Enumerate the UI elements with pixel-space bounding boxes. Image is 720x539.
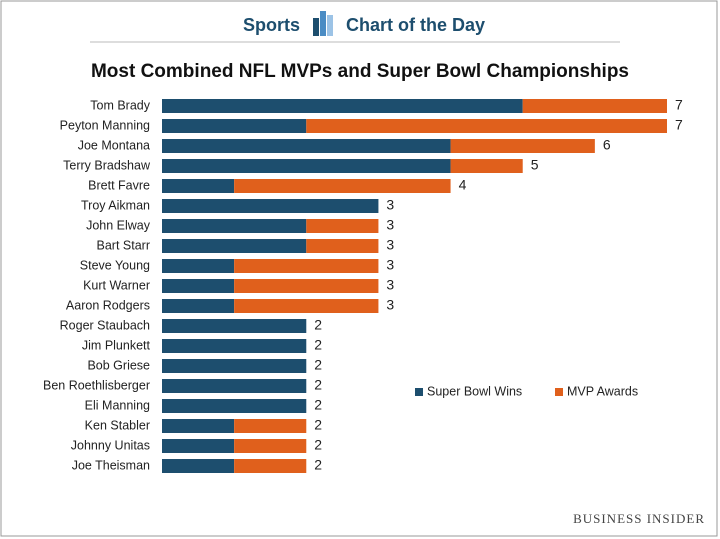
bar-segment — [162, 419, 235, 433]
y-tick-label: Terry Bradshaw — [63, 158, 151, 172]
total-label: 2 — [314, 357, 322, 373]
total-label: 3 — [386, 277, 394, 293]
bar-segment — [162, 259, 235, 273]
bar-segment — [162, 139, 451, 153]
total-label: 6 — [603, 137, 611, 153]
y-tick-label: Bob Griese — [87, 358, 150, 372]
bar-segment — [306, 219, 379, 233]
legend-swatch — [415, 388, 423, 396]
y-tick-label: Joe Theisman — [72, 458, 150, 472]
total-label: 5 — [531, 157, 539, 173]
y-tick-label: Eli Manning — [85, 398, 150, 412]
bar-segment — [306, 119, 667, 133]
chart-title: Most Combined NFL MVPs and Super Bowl Ch… — [91, 61, 629, 82]
bar-segment — [234, 179, 451, 193]
legend-swatch — [555, 388, 563, 396]
bar-segment — [162, 179, 235, 193]
bar-segment — [234, 419, 307, 433]
y-tick-label: Bart Starr — [97, 238, 151, 252]
bar-segment — [234, 439, 307, 453]
total-label: 3 — [386, 197, 394, 213]
total-label: 2 — [314, 437, 322, 453]
total-label: 2 — [314, 417, 322, 433]
y-tick-label: Johnny Unitas — [71, 438, 150, 452]
bar-segment — [234, 259, 379, 273]
bar-segment — [234, 299, 379, 313]
legend-label: MVP Awards — [567, 384, 638, 398]
bar-segment — [162, 339, 307, 353]
y-tick-label: Ken Stabler — [85, 418, 150, 432]
bar-segment — [234, 459, 307, 473]
y-tick-label: Troy Aikman — [81, 198, 150, 212]
bar-segment — [162, 399, 307, 413]
header-right: Chart of the Day — [346, 15, 485, 35]
y-tick-label: Tom Brady — [90, 98, 150, 112]
brand: BUSINESS INSIDER — [573, 511, 705, 526]
bar-segment — [162, 459, 235, 473]
total-label: 3 — [386, 237, 394, 253]
y-tick-label: Brett Favre — [88, 178, 150, 192]
bar-segment — [162, 359, 307, 373]
total-label: 3 — [386, 217, 394, 233]
bar-segment — [162, 439, 235, 453]
y-tick-label: Aaron Rodgers — [66, 298, 150, 312]
y-tick-label: Joe Montana — [78, 138, 150, 152]
bar-segment — [162, 299, 235, 313]
bar-segment — [162, 239, 307, 253]
bar-segment — [162, 219, 307, 233]
bar-segment — [162, 319, 307, 333]
total-label: 3 — [386, 297, 394, 313]
total-label: 2 — [314, 337, 322, 353]
header-left: Sports — [243, 15, 300, 35]
header-icon — [313, 11, 333, 36]
y-tick-label: Peyton Manning — [60, 118, 150, 132]
bar-segment — [162, 159, 451, 173]
total-label: 7 — [675, 97, 683, 113]
y-tick-label: Kurt Warner — [83, 278, 150, 292]
bar-segment — [306, 239, 379, 253]
y-tick-label: Ben Roethlisberger — [43, 378, 150, 392]
bar-segment — [162, 279, 235, 293]
bar-segment — [234, 279, 379, 293]
total-label: 2 — [314, 457, 322, 473]
y-tick-label: Jim Plunkett — [82, 338, 151, 352]
bar-segment — [522, 99, 667, 113]
total-label: 7 — [675, 117, 683, 133]
y-tick-label: John Elway — [86, 218, 151, 232]
bar-segment — [162, 379, 307, 393]
total-label: 2 — [314, 397, 322, 413]
total-label: 2 — [314, 377, 322, 393]
total-label: 2 — [314, 317, 322, 333]
bar-segment — [450, 139, 595, 153]
bar-segment — [450, 159, 523, 173]
bar-segment — [162, 99, 523, 113]
bar-segment — [162, 119, 307, 133]
total-label: 4 — [459, 177, 467, 193]
total-label: 3 — [386, 257, 394, 273]
bar-segment — [162, 199, 379, 213]
legend-label: Super Bowl Wins — [427, 384, 522, 398]
y-tick-label: Steve Young — [80, 258, 150, 272]
y-tick-label: Roger Staubach — [60, 318, 150, 332]
